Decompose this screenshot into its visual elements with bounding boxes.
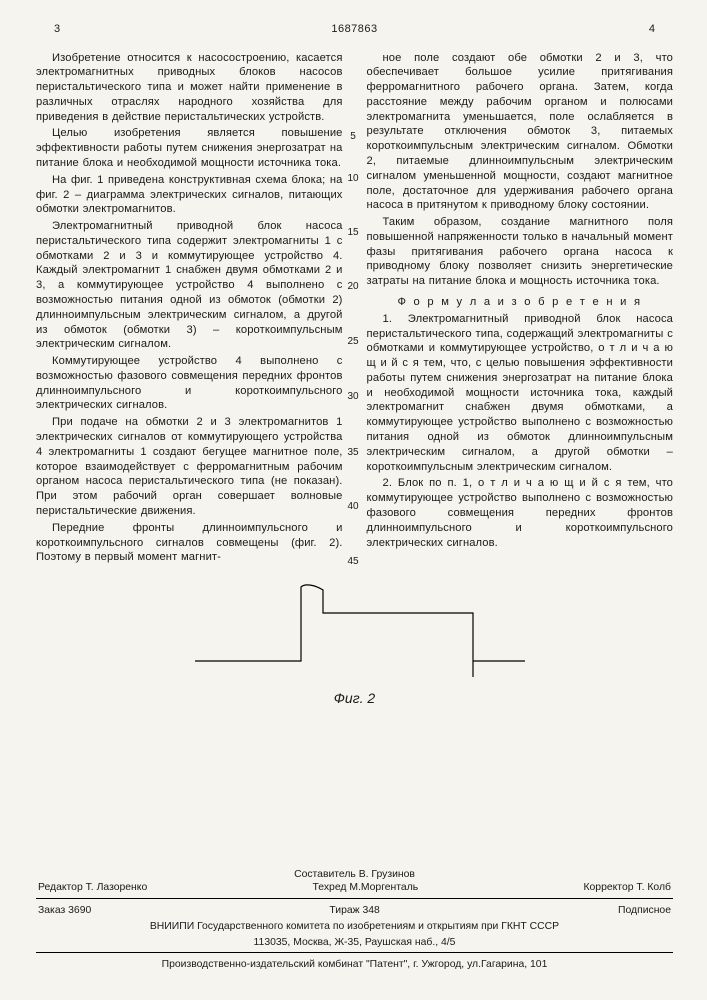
two-column-text: Изобретение относится к насосостроению, … (36, 51, 673, 566)
paragraph: При подаче на обмотки 2 и 3 электромагни… (36, 415, 343, 518)
paragraph: ное поле создают обе обмотки 2 и 3, что … (367, 51, 674, 214)
address-line: 113035, Москва, Ж-35, Раушская наб., 4/5 (36, 936, 673, 950)
line-num: 5 (344, 130, 362, 143)
paragraph: Изобретение относится к насосостроению, … (36, 51, 343, 125)
claim: 1. Электромагнитный приводной блок насос… (367, 312, 674, 475)
waveform-diagram (165, 575, 545, 685)
formula-title: Ф о р м у л а и з о б р е т е н и я (367, 295, 674, 310)
paragraph: Электромагнитный приводной блок насоса п… (36, 219, 343, 352)
line-num: 20 (344, 280, 362, 293)
tirazh: Тираж 348 (329, 904, 379, 918)
line-num: 30 (344, 390, 362, 403)
line-num: 40 (344, 500, 362, 513)
vniipi-line: ВНИИПИ Государственного комитета по изоб… (36, 920, 673, 934)
patent-id: 1687863 (331, 22, 377, 37)
paragraph: Таким образом, создание магнитного поля … (367, 215, 674, 289)
signed: Подписное (618, 904, 671, 918)
order-no: Заказ 3690 (38, 904, 91, 918)
paragraph: Передние фронты длинноимпульсного и коро… (36, 521, 343, 565)
printer-line: Производственно-издательский комбинат "П… (36, 958, 673, 972)
figure-2: Фиг. 2 (36, 575, 673, 707)
corrector: Корректор Т. Колб (583, 881, 671, 895)
imprint-footer: Составитель В. Грузинов Редактор Т. Лазо… (36, 868, 673, 972)
patent-page: 3 1687863 4 5 10 15 20 25 30 35 40 45 Из… (0, 0, 707, 1000)
compiler: Составитель В. Грузинов (294, 868, 415, 882)
footer-row: Заказ 3690 Тираж 348 Подписное (36, 904, 673, 918)
page-num-left: 3 (54, 22, 60, 37)
line-num: 15 (344, 226, 362, 239)
divider (36, 952, 673, 953)
figure-label: Фиг. 2 (36, 689, 673, 707)
page-num-right: 4 (649, 22, 655, 37)
claim: 2. Блок по п. 1, о т л и ч а ю щ и й с я… (367, 476, 674, 550)
editor: Редактор Т. Лазоренко (38, 881, 147, 895)
line-num: 25 (344, 335, 362, 348)
footer-row: Редактор Т. Лазоренко Техред М.Моргентал… (36, 881, 673, 895)
paragraph: Целью изобретения является повышение эфф… (36, 126, 343, 170)
line-num: 10 (344, 172, 362, 185)
paragraph: На фиг. 1 приведена конструктивная схема… (36, 173, 343, 217)
divider (36, 898, 673, 899)
line-num: 35 (344, 446, 362, 459)
line-num: 45 (344, 555, 362, 568)
footer-row: Составитель В. Грузинов (36, 868, 673, 882)
page-header: 3 1687863 4 (36, 22, 673, 37)
paragraph: Коммутирующее устройство 4 выполнено с в… (36, 354, 343, 413)
techred: Техред М.Моргенталь (313, 881, 419, 895)
